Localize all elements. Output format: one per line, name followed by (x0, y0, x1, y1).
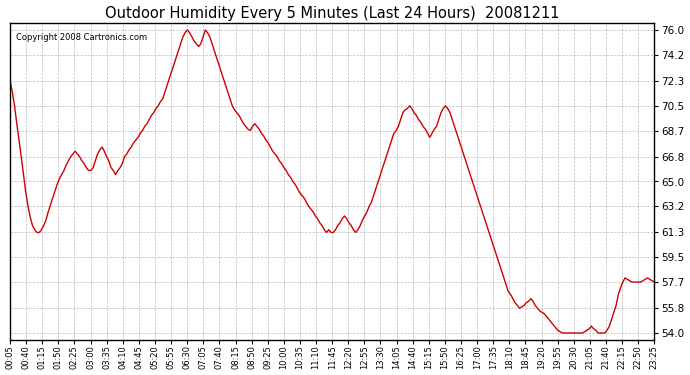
Text: Copyright 2008 Cartronics.com: Copyright 2008 Cartronics.com (17, 33, 148, 42)
Title: Outdoor Humidity Every 5 Minutes (Last 24 Hours)  20081211: Outdoor Humidity Every 5 Minutes (Last 2… (105, 6, 560, 21)
